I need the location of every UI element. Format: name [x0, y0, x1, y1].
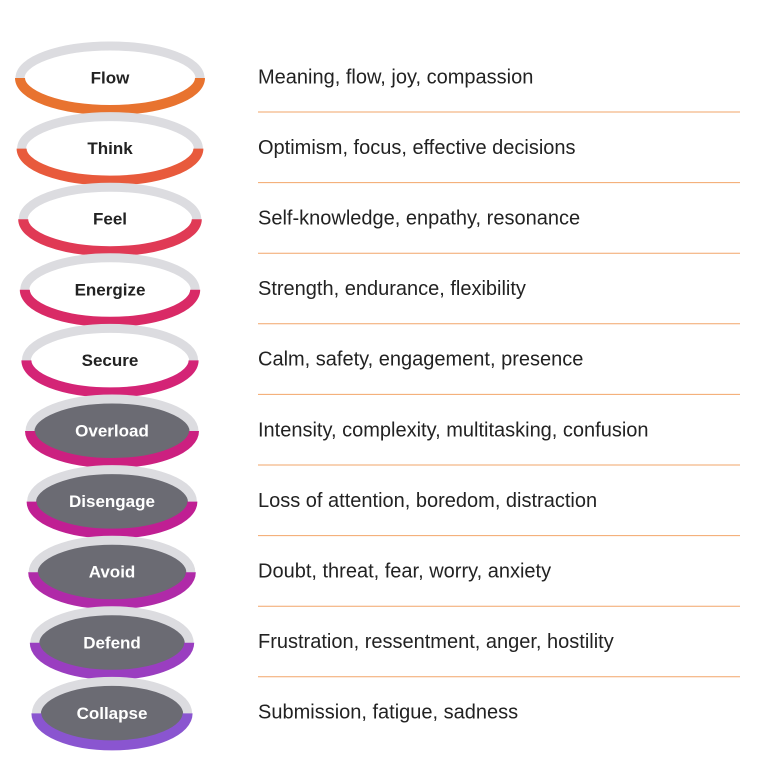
- ribbon: [21, 359, 199, 398]
- level-label: Energize: [75, 280, 146, 299]
- level-description: Loss of attention, boredom, distraction: [258, 490, 597, 512]
- ribbon: [25, 430, 199, 468]
- level-description: Intensity, complexity, multitasking, con…: [258, 419, 649, 441]
- level-description: Strength, endurance, flexibility: [258, 278, 526, 300]
- ribbon: [31, 712, 193, 751]
- level-label: Defend: [83, 633, 141, 652]
- level-description: Doubt, threat, fear, worry, anxiety: [258, 560, 551, 582]
- ribbon: [26, 501, 198, 539]
- ribbon: [29, 642, 195, 680]
- ribbon: [28, 571, 196, 610]
- level-description: Self-knowledge, enpathy, resonance: [258, 207, 580, 229]
- ribbon: [15, 77, 205, 115]
- level-label: Secure: [82, 351, 139, 370]
- level-label: Feel: [93, 210, 127, 229]
- level-label: Overload: [75, 421, 149, 440]
- level-description: Calm, safety, engagement, presence: [258, 349, 583, 371]
- level-description: Optimism, focus, effective decisions: [258, 137, 576, 159]
- level-label: Avoid: [89, 563, 136, 582]
- level-label: Think: [87, 139, 133, 158]
- level-description: Submission, fatigue, sadness: [258, 702, 518, 724]
- level-label: Flow: [91, 68, 130, 87]
- ribbon: [18, 218, 202, 257]
- level-label: Disengage: [69, 492, 155, 511]
- level-description: Frustration, ressentment, anger, hostili…: [258, 631, 614, 653]
- ribbon: [19, 289, 201, 327]
- level-description: Meaning, flow, joy, compassion: [258, 66, 533, 88]
- ribbon: [16, 148, 204, 186]
- level-label: Collapse: [77, 704, 148, 723]
